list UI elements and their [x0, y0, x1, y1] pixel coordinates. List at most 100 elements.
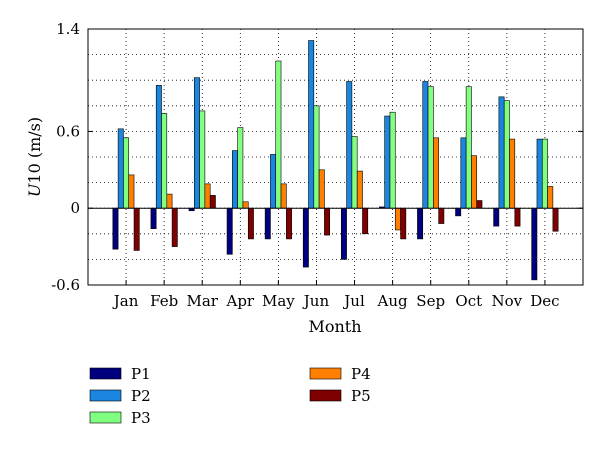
bar-p5-oct	[476, 200, 483, 209]
bar-p2-nov	[498, 96, 505, 209]
x-tick-label: Dec	[530, 292, 559, 310]
bar-p1-nov	[493, 207, 500, 227]
x-axis-title: Month	[308, 317, 361, 336]
bar-p3-nov	[503, 100, 510, 209]
legend-swatch	[309, 389, 342, 402]
bar-p5-jul	[362, 207, 369, 235]
plot-frame	[87, 28, 584, 286]
bar-p1-dec	[531, 207, 538, 281]
bar-p3-feb	[161, 113, 168, 209]
bar-p5-sep	[438, 207, 445, 224]
y-tick-label: 0	[70, 199, 80, 217]
bar-p2-sep	[422, 81, 429, 209]
bar-p4-may	[280, 183, 287, 209]
y-tick-label: -0.6	[51, 276, 80, 294]
bar-p3-jun	[313, 105, 320, 209]
bar-p1-jun	[302, 207, 309, 268]
bar-p4-apr	[242, 201, 249, 209]
bar-p5-mar	[209, 195, 216, 209]
bar-p2-may	[270, 154, 277, 209]
x-tick-label: Jul	[342, 292, 365, 310]
bar-p2-aug	[384, 115, 391, 209]
bar-p2-oct	[460, 137, 467, 209]
bar-p4-dec	[547, 186, 554, 209]
x-tick-label: Mar	[186, 292, 218, 310]
y-tick-label: 0.6	[56, 122, 80, 140]
bar-p4-mar	[204, 183, 211, 209]
bars	[112, 40, 559, 281]
bar-p5-feb	[171, 207, 178, 247]
legend-swatch	[89, 389, 122, 402]
bar-p3-jan	[123, 137, 130, 209]
x-tick-label: Jan	[112, 292, 139, 310]
legend-item-p2: P2	[89, 387, 151, 405]
bar-p5-may	[286, 207, 292, 240]
legend-swatch	[309, 367, 342, 380]
y-axis-title: U10 (m/s)	[25, 117, 44, 197]
bar-p3-sep	[427, 86, 434, 209]
x-tick-label: Nov	[492, 292, 523, 310]
x-tick-label: Sep	[416, 292, 445, 310]
bar-p4-nov	[509, 138, 516, 209]
bar-p1-sep	[417, 207, 424, 240]
legend-swatch	[89, 367, 122, 380]
bar-p1-may	[264, 207, 271, 240]
legend: P1 P2 P3 P4 P5	[89, 365, 371, 427]
bar-p1-oct	[455, 207, 462, 217]
bar-p5-dec	[552, 207, 559, 232]
bar-p4-aug	[394, 207, 401, 231]
legend-swatch	[89, 411, 122, 424]
y-tick-label: 1.4	[56, 20, 80, 38]
x-tick-label: Aug	[377, 292, 408, 310]
bar-p2-jul	[346, 81, 353, 209]
bar-p3-oct	[465, 86, 472, 209]
bar-p2-jan	[117, 128, 124, 209]
legend-label: P1	[131, 365, 151, 383]
bar-p4-oct	[471, 155, 478, 209]
x-tick-label: Feb	[150, 292, 178, 310]
bar-p5-jan	[133, 207, 140, 251]
bar-p1-feb	[150, 207, 157, 229]
bar-p4-jan	[128, 174, 135, 209]
bar-p3-jul	[351, 136, 358, 209]
bar-p2-jun	[308, 40, 315, 209]
bar-p1-jan	[112, 207, 119, 250]
legend-label: P5	[351, 387, 371, 405]
legend-item-p3: P3	[89, 409, 151, 427]
bar-p5-aug	[400, 207, 407, 240]
bar-p2-feb	[155, 85, 162, 209]
bar-p4-jul	[356, 170, 363, 209]
x-tick-label: Jun	[302, 292, 330, 310]
x-axis-ticks: Jan Feb Mar Apr May Jun Jul Aug Sep Oct Nov Dec	[112, 280, 560, 310]
legend-label: P4	[351, 365, 371, 383]
bar-p1-jul	[340, 207, 347, 260]
bar-p5-nov	[514, 207, 521, 227]
bar-p2-mar	[193, 77, 200, 209]
bar-p4-jun	[318, 169, 325, 209]
bar-p3-mar	[199, 110, 206, 209]
legend-label: P2	[131, 387, 151, 405]
x-tick-label: May	[262, 292, 295, 310]
bar-p1-apr	[226, 207, 233, 255]
y-axis-title-symbol: U	[25, 183, 44, 197]
bar-p2-apr	[232, 150, 238, 209]
legend-label: P3	[131, 409, 151, 427]
bar-p5-jun	[324, 207, 331, 236]
bar-p4-feb	[166, 193, 173, 209]
x-tick-label: Oct	[455, 292, 482, 310]
y-axis-ticks: -0.6 0 0.6 1.4	[51, 20, 583, 294]
bar-p3-dec	[541, 138, 548, 209]
bar-p3-aug	[389, 111, 396, 209]
bar-p3-apr	[237, 127, 244, 209]
bar-p2-dec	[536, 138, 543, 209]
bar-p5-apr	[247, 207, 254, 240]
x-tick-label: Apr	[226, 292, 255, 310]
legend-item-p1: P1	[89, 365, 151, 383]
bar-p3-may	[275, 60, 282, 209]
legend-item-p5: P5	[309, 387, 371, 405]
legend-item-p4: P4	[309, 365, 371, 383]
bar-p4-sep	[433, 137, 439, 209]
y-axis-title-unit: 10 (m/s)	[25, 117, 44, 184]
